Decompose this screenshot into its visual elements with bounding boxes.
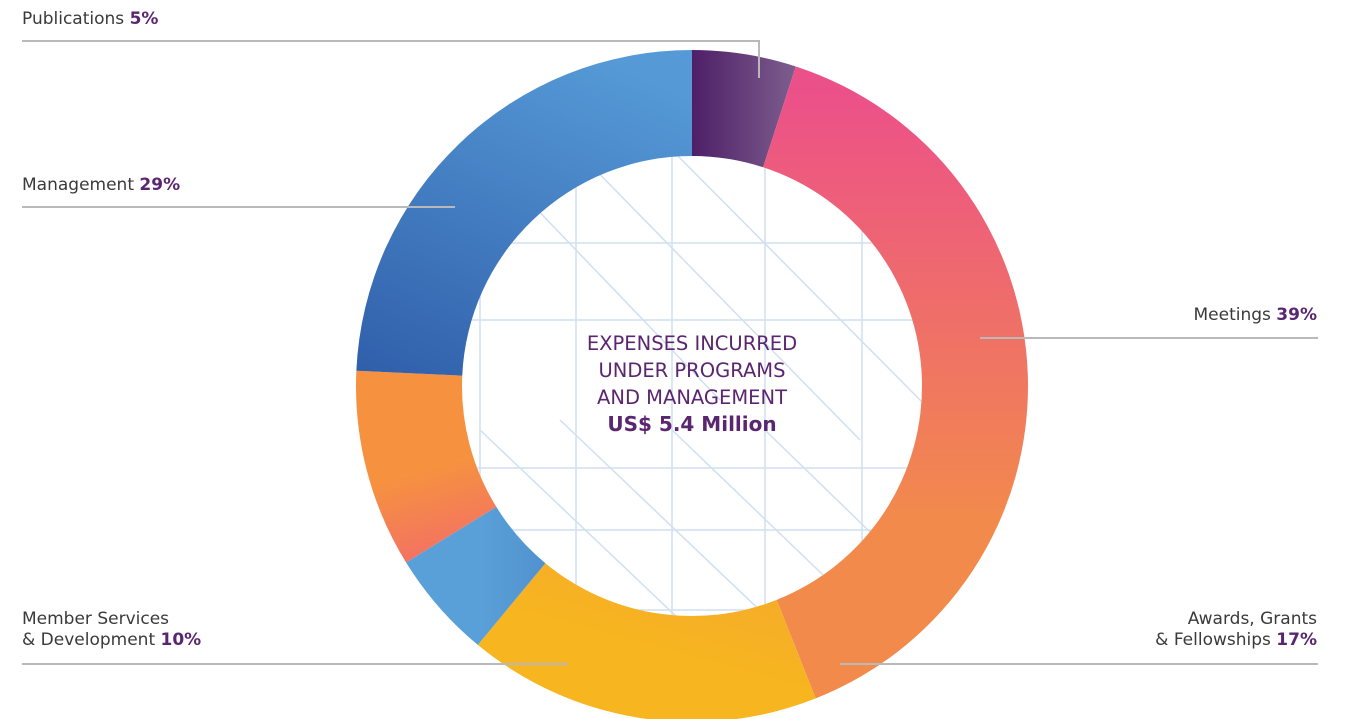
grid-diagonal-line: [479, 429, 681, 616]
slice-member-services: [356, 370, 497, 563]
center-total-amount: US$ 5.4 Million: [607, 412, 777, 436]
label-meetings-pct: 39%: [1276, 305, 1317, 325]
center-title-line2: UNDER PROGRAMS: [598, 359, 786, 382]
awards-leader-line: [840, 663, 1318, 665]
slice-meetings: [763, 66, 1028, 699]
label-member-name-line1: Member Services: [22, 609, 170, 629]
label-awards-name-line1: Awards, Grants: [1187, 609, 1317, 629]
label-publications-name: Publications: [22, 9, 125, 29]
management-leader-line: [22, 206, 455, 208]
label-management-name: Management: [22, 175, 134, 195]
center-title-line1: EXPENSES INCURRED: [586, 332, 798, 355]
label-awards-pct: 17%: [1276, 630, 1317, 650]
meetings-leader-line: [980, 337, 1318, 339]
publications-leader-drop: [758, 40, 760, 78]
label-meetings: Meetings 39%: [1193, 305, 1317, 326]
center-title-line3: AND MANAGEMENT: [597, 386, 787, 409]
label-awards: Awards, Grants & Fellowships 17%: [1155, 609, 1317, 651]
label-member-services: Member Services & Development 10%: [22, 609, 201, 651]
grid-diagonal-line: [559, 419, 771, 616]
label-publications-pct: 5%: [129, 9, 159, 29]
grid-diagonal-line: [671, 156, 922, 411]
slice-awards-grants-fellowships: [477, 563, 816, 719]
label-management: Management 29%: [22, 175, 180, 196]
label-member-pct: 10%: [160, 630, 202, 650]
grid-diagonal-line: [575, 156, 861, 441]
label-publications: Publications 5%: [22, 9, 158, 30]
label-management-pct: 29%: [139, 175, 181, 195]
slice-management: [356, 50, 692, 376]
slice-publications: [692, 50, 796, 168]
label-awards-name-line2: & Fellowships: [1155, 630, 1271, 650]
member-leader-line: [22, 663, 568, 665]
center-title: EXPENSES INCURRED UNDER PROGRAMS AND MAN…: [492, 330, 892, 438]
label-member-name-line2: & Development: [22, 630, 156, 650]
label-meetings-name: Meetings: [1193, 305, 1271, 325]
publications-leader-line: [22, 40, 760, 42]
slice-member-services-bottom: [406, 506, 546, 645]
